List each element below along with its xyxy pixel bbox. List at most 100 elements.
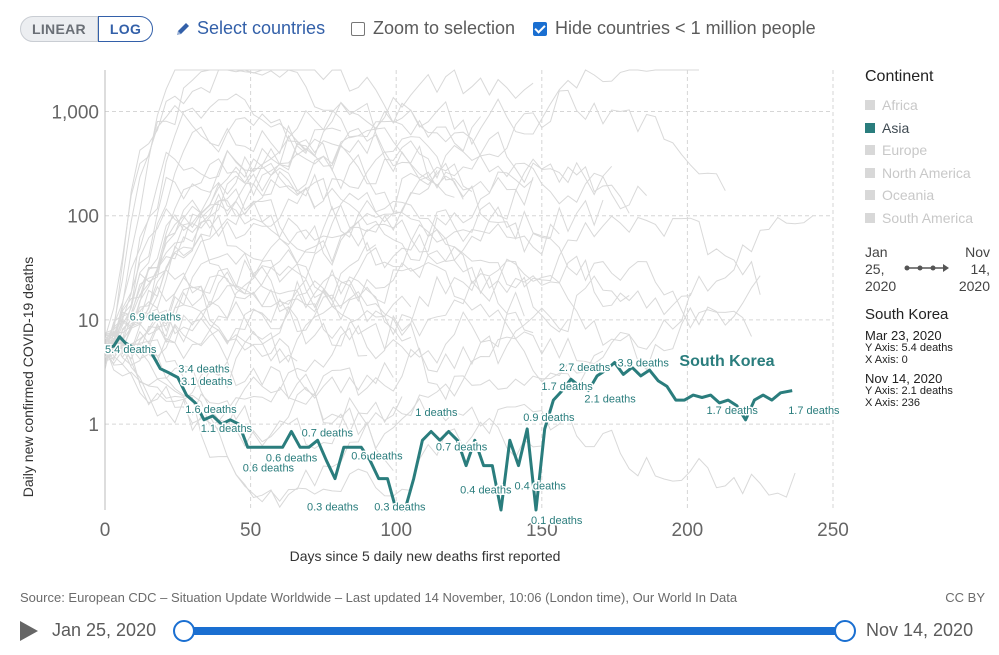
- background-series-line: [104, 102, 534, 352]
- x-tick-label: 50: [240, 520, 261, 541]
- legend-swatch: [865, 212, 875, 223]
- x-tick-label: 150: [526, 520, 558, 541]
- log-button[interactable]: LOG: [97, 16, 154, 42]
- hide-small-label: Hide countries < 1 million people: [555, 18, 816, 38]
- legend-swatch: [865, 145, 875, 156]
- data-label: 1.7 deaths: [788, 405, 840, 417]
- data-label: 0.7 deaths: [436, 441, 488, 453]
- data-label: 3.1 deaths: [181, 376, 233, 388]
- hide-small-checkbox-box[interactable]: [533, 21, 547, 36]
- data-label: 0.7 deaths: [302, 427, 354, 439]
- x-axis-label: Days since 5 daily new deaths first repo…: [290, 548, 561, 564]
- legend-item-oceania[interactable]: Oceania: [865, 184, 995, 207]
- timeline-start-handle[interactable]: [173, 620, 195, 642]
- background-series-line: [104, 346, 542, 503]
- mini-range-start-line: 2020: [865, 278, 897, 294]
- mini-range-end: Nov 14, 2020: [950, 244, 990, 295]
- background-series-line: [104, 340, 796, 509]
- background-series-line: [104, 124, 342, 364]
- timeline-end-handle[interactable]: [834, 620, 856, 642]
- mini-range-end-line: 14,: [970, 261, 990, 277]
- mini-range-start-line: Jan: [865, 244, 888, 260]
- x-tick-label: 100: [380, 520, 412, 541]
- data-label: 0.9 deaths: [523, 412, 575, 424]
- legend-swatch: [865, 190, 875, 201]
- background-series-line: [104, 69, 699, 370]
- x-tick-label: 250: [817, 520, 849, 541]
- legend-label: North America: [882, 164, 971, 181]
- data-label: 3.4 deaths: [178, 364, 230, 376]
- linear-button[interactable]: LINEAR: [20, 16, 98, 42]
- background-series-line: [104, 345, 403, 449]
- scale-toggle: LINEAR LOG: [20, 16, 154, 42]
- mini-range-end-line: Nov: [965, 244, 990, 260]
- pencil-icon: [177, 22, 189, 35]
- legend-item-europe[interactable]: Europe: [865, 139, 995, 162]
- select-countries-label: Select countries: [197, 18, 326, 38]
- background-series-line: [104, 275, 630, 373]
- select-countries-button[interactable]: Select countries: [175, 18, 325, 39]
- timeline-track[interactable]: [183, 627, 845, 635]
- axes: 1 10 100 1,000 0 50 100 150 200 250: [51, 70, 849, 541]
- background-series-line: [104, 104, 307, 344]
- background-series-line: [104, 144, 464, 353]
- timeline: Jan 25, 2020 Nov 14, 2020: [0, 612, 999, 652]
- mini-range-start: Jan 25, 2020: [865, 244, 905, 295]
- info-end-x: X Axis: 236: [865, 397, 921, 409]
- data-label: 1.9 deaths: [185, 404, 237, 416]
- background-series: [104, 69, 813, 509]
- chart: 1 10 100 1,000 0 50 100 150 200 250 South Korea 6…: [20, 69, 849, 564]
- background-series-line: [104, 233, 412, 362]
- background-series-line: [104, 255, 752, 362]
- info-start-y: Y Axis: 5.4 deaths: [865, 342, 953, 354]
- data-label: 0.3 deaths: [307, 502, 359, 514]
- mini-range-start-line: 25,: [865, 261, 885, 277]
- highlight-series: South Korea: [104, 335, 793, 512]
- background-series-line: [104, 69, 289, 339]
- background-series-line: [104, 249, 411, 342]
- background-series-line: [104, 300, 298, 366]
- legend-item-south-america[interactable]: South America: [865, 207, 995, 230]
- legend-swatch: [865, 122, 875, 133]
- tooltip-info: South Korea Mar 23, 2020 Y Axis: 5.4 dea…: [865, 306, 995, 409]
- data-label: 2.1 deaths: [584, 394, 636, 406]
- background-series-line: [104, 191, 761, 345]
- legend: Continent Africa Asia Europe North America O…: [865, 68, 995, 229]
- data-label: 1 deaths: [415, 407, 458, 419]
- south-korea-line: [104, 335, 793, 512]
- data-label: 0.6 deaths: [243, 462, 295, 474]
- mini-range-dots-icon: [904, 264, 949, 272]
- background-series-line: [104, 206, 813, 350]
- legend-swatch: [865, 100, 875, 111]
- background-series-line: [104, 158, 613, 344]
- info-start-x: X Axis: 0: [865, 354, 908, 366]
- background-series-line: [104, 170, 534, 352]
- license-link[interactable]: CC BY: [945, 590, 985, 605]
- play-icon[interactable]: [20, 621, 38, 641]
- data-label: 0.1 deaths: [531, 515, 583, 527]
- data-label: 0.3 deaths: [374, 502, 426, 514]
- info-end-date: Nov 14, 2020: [865, 371, 943, 386]
- hide-small-checkbox[interactable]: Hide countries < 1 million people: [533, 18, 816, 39]
- zoom-checkbox[interactable]: Zoom to selection: [351, 18, 515, 39]
- toolbar: LINEAR LOG Select countries Zoom to sele…: [0, 0, 999, 60]
- y-tick-label: 10: [78, 311, 99, 332]
- info-end-y: Y Axis: 2.1 deaths: [865, 385, 953, 397]
- legend-item-africa[interactable]: Africa: [865, 94, 995, 117]
- timeline-end-label: Nov 14, 2020: [866, 620, 974, 640]
- legend-item-north-america[interactable]: North America: [865, 162, 995, 185]
- zoom-checkbox-box[interactable]: [351, 21, 365, 36]
- legend-swatch: [865, 167, 875, 178]
- data-label: 3.9 deaths: [618, 358, 670, 370]
- background-series-line: [104, 163, 473, 344]
- y-tick-label: 1,000: [51, 102, 99, 123]
- timeline-start-label: Jan 25, 2020: [52, 620, 157, 640]
- legend-label: South America: [882, 209, 974, 226]
- data-label: 6.9 deaths: [130, 312, 182, 324]
- background-series-line: [104, 69, 534, 344]
- legend-item-asia[interactable]: Asia: [865, 117, 995, 140]
- info-country: South Korea: [865, 306, 949, 323]
- x-tick-label: 200: [672, 520, 704, 541]
- mini-range: Jan 25, 2020 Nov 14, 2020: [865, 244, 990, 294]
